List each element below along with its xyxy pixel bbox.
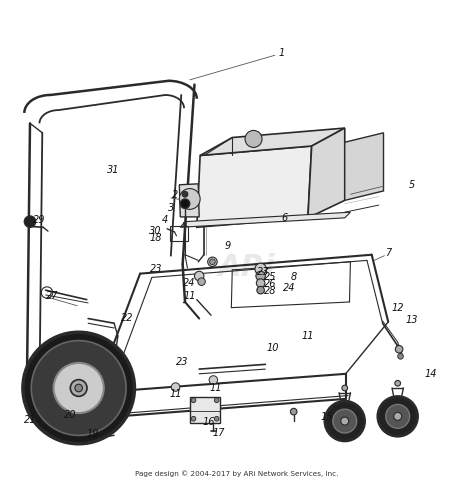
Polygon shape	[179, 184, 199, 217]
Polygon shape	[345, 134, 383, 201]
Text: 1: 1	[279, 48, 285, 58]
Text: 20: 20	[64, 410, 77, 420]
Text: 5: 5	[409, 179, 415, 189]
Text: 10: 10	[266, 342, 279, 352]
Circle shape	[70, 380, 87, 397]
Circle shape	[180, 199, 190, 209]
Circle shape	[256, 272, 265, 281]
Circle shape	[395, 346, 403, 353]
Text: 30: 30	[149, 225, 162, 235]
Circle shape	[54, 363, 104, 413]
Circle shape	[198, 279, 205, 286]
Text: 4: 4	[162, 214, 168, 224]
Circle shape	[398, 354, 403, 359]
Text: 2: 2	[173, 190, 179, 200]
Circle shape	[208, 258, 217, 267]
Circle shape	[386, 405, 410, 428]
Circle shape	[179, 189, 200, 210]
Circle shape	[394, 412, 401, 420]
Circle shape	[75, 384, 82, 392]
Text: 23: 23	[149, 264, 162, 274]
Bar	[170, 227, 188, 241]
Circle shape	[256, 279, 265, 288]
Circle shape	[214, 398, 219, 403]
Circle shape	[191, 398, 196, 403]
Text: 8: 8	[291, 272, 297, 282]
Circle shape	[210, 260, 215, 265]
Text: 11: 11	[301, 331, 314, 340]
Circle shape	[214, 416, 219, 421]
Circle shape	[23, 333, 135, 444]
Circle shape	[24, 216, 36, 228]
Circle shape	[255, 264, 266, 275]
Text: 12: 12	[392, 302, 404, 312]
Text: 23: 23	[257, 267, 269, 277]
Text: 25: 25	[264, 272, 276, 282]
Circle shape	[257, 287, 264, 295]
Bar	[190, 397, 220, 423]
Polygon shape	[200, 129, 345, 156]
Circle shape	[342, 385, 347, 391]
Polygon shape	[308, 129, 345, 218]
Text: 22: 22	[121, 313, 134, 323]
Text: 19: 19	[87, 428, 99, 438]
Text: 9: 9	[224, 241, 231, 251]
Text: 13: 13	[406, 314, 418, 324]
Text: 11: 11	[183, 290, 196, 300]
Text: 16: 16	[202, 416, 215, 426]
Circle shape	[291, 408, 297, 415]
Text: 24: 24	[182, 278, 195, 288]
Text: 6: 6	[281, 212, 287, 222]
Text: 17: 17	[213, 427, 225, 437]
Circle shape	[333, 409, 356, 433]
Text: 7: 7	[385, 248, 392, 258]
Text: ARi: ARi	[218, 253, 275, 282]
Text: 11: 11	[169, 388, 182, 398]
Text: 27: 27	[46, 290, 58, 300]
Text: 15: 15	[320, 411, 333, 421]
Text: 11: 11	[210, 382, 222, 392]
Circle shape	[395, 381, 401, 386]
Text: 21: 21	[24, 414, 36, 424]
Text: 29: 29	[33, 215, 46, 225]
Text: 3: 3	[168, 202, 174, 212]
Circle shape	[209, 376, 218, 384]
Circle shape	[171, 383, 180, 391]
Text: 18: 18	[149, 232, 162, 242]
Circle shape	[191, 416, 196, 421]
Circle shape	[245, 131, 262, 148]
Polygon shape	[197, 147, 312, 228]
Circle shape	[378, 397, 418, 436]
Text: 28: 28	[264, 286, 276, 296]
Circle shape	[182, 192, 188, 198]
Circle shape	[31, 341, 126, 435]
Text: 23: 23	[176, 356, 189, 366]
Text: 31: 31	[107, 164, 119, 174]
Polygon shape	[180, 213, 350, 228]
Circle shape	[341, 417, 349, 425]
Text: Page design © 2004-2017 by ARi Network Services, Inc.: Page design © 2004-2017 by ARi Network S…	[135, 469, 339, 476]
Circle shape	[194, 272, 204, 281]
Text: 24: 24	[283, 282, 295, 292]
Circle shape	[325, 401, 365, 441]
Text: 26: 26	[264, 279, 276, 289]
Text: 14: 14	[425, 368, 437, 378]
